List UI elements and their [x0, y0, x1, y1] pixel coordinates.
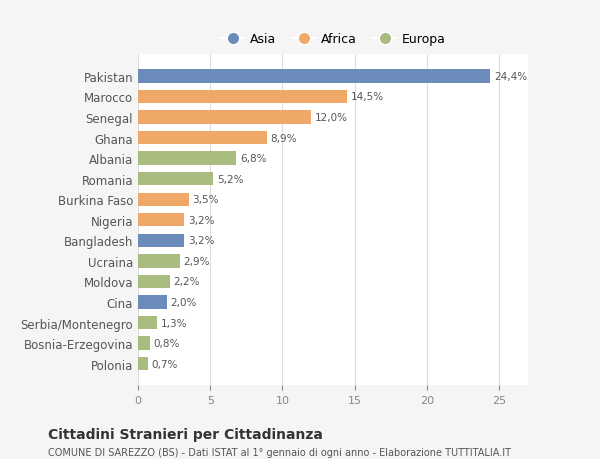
- Text: 2,2%: 2,2%: [173, 277, 200, 287]
- Text: 8,9%: 8,9%: [270, 133, 296, 143]
- Text: 0,7%: 0,7%: [152, 359, 178, 369]
- Bar: [138, 90, 347, 104]
- Bar: [138, 70, 490, 84]
- Bar: [138, 152, 236, 165]
- Bar: [138, 193, 188, 207]
- Text: 1,3%: 1,3%: [160, 318, 187, 328]
- Bar: [138, 173, 213, 186]
- Text: 12,0%: 12,0%: [315, 113, 348, 123]
- Bar: [138, 296, 167, 309]
- Bar: [138, 255, 180, 268]
- Bar: [138, 316, 157, 330]
- Text: 3,2%: 3,2%: [188, 215, 214, 225]
- Bar: [138, 337, 149, 350]
- Text: 14,5%: 14,5%: [351, 92, 384, 102]
- Bar: [138, 111, 311, 124]
- Text: 5,2%: 5,2%: [217, 174, 243, 185]
- Bar: [138, 234, 184, 247]
- Text: Cittadini Stranieri per Cittadinanza: Cittadini Stranieri per Cittadinanza: [48, 427, 323, 441]
- Text: 2,0%: 2,0%: [170, 297, 197, 308]
- Text: 2,9%: 2,9%: [184, 256, 210, 266]
- Bar: [138, 275, 170, 289]
- Text: 0,8%: 0,8%: [153, 338, 179, 348]
- Bar: [138, 132, 266, 145]
- Text: COMUNE DI SAREZZO (BS) - Dati ISTAT al 1° gennaio di ogni anno - Elaborazione TU: COMUNE DI SAREZZO (BS) - Dati ISTAT al 1…: [48, 448, 511, 458]
- Bar: [138, 357, 148, 370]
- Text: 3,5%: 3,5%: [192, 195, 218, 205]
- Legend: Asia, Africa, Europa: Asia, Africa, Europa: [215, 28, 451, 51]
- Text: 6,8%: 6,8%: [240, 154, 266, 164]
- Bar: [138, 213, 184, 227]
- Text: 24,4%: 24,4%: [494, 72, 527, 82]
- Text: 3,2%: 3,2%: [188, 236, 214, 246]
